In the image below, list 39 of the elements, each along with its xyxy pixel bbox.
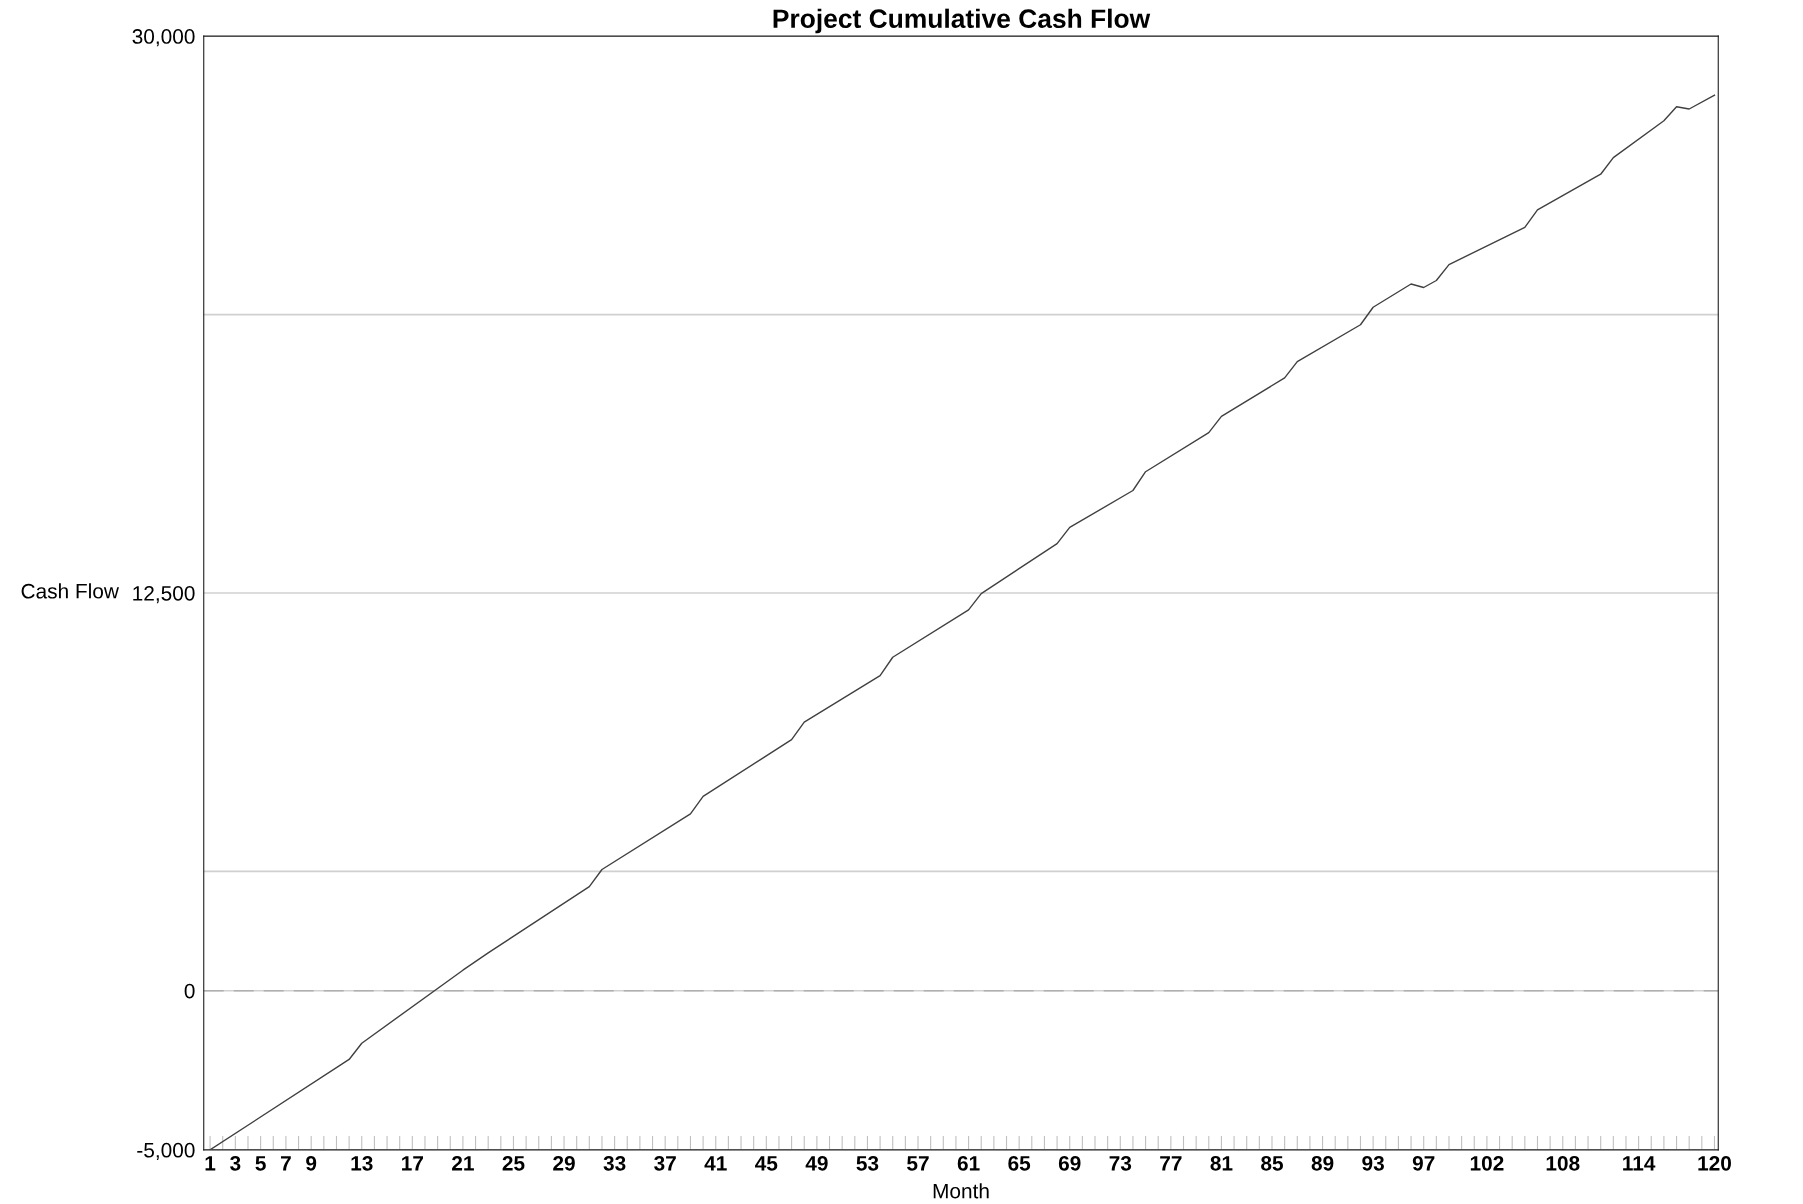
y-tick-label: 12,500 xyxy=(133,585,195,604)
x-tick-label: 5 xyxy=(255,1156,266,1171)
chart-title: Project Cumulative Cash Flow xyxy=(773,8,1151,34)
y-tick-label: 30,000 xyxy=(132,29,195,47)
x-tick-label: 25 xyxy=(502,1155,525,1171)
x-tick-label: 89 xyxy=(1311,1155,1334,1171)
x-tick-label: 41 xyxy=(704,1156,727,1171)
x-tick-label: 65 xyxy=(1008,1155,1031,1171)
x-tick-label: 85 xyxy=(1261,1155,1283,1171)
x-tick-label: 77 xyxy=(1160,1156,1182,1171)
y-axis-title: Cash Flow xyxy=(21,583,119,599)
x-tick-label: 17 xyxy=(402,1156,423,1171)
x-tick-label: 33 xyxy=(603,1155,626,1171)
line-series xyxy=(209,94,1716,1150)
x-tick-label: 102 xyxy=(1470,1155,1504,1171)
x-tick-label: 7 xyxy=(281,1156,291,1171)
x-tick-label: 53 xyxy=(856,1155,879,1171)
x-tick-label: 81 xyxy=(1210,1155,1233,1171)
x-tick-label: 1 xyxy=(205,1156,216,1171)
x-tick-label: 29 xyxy=(553,1155,575,1171)
x-tick-label: 21 xyxy=(452,1155,474,1171)
x-tick-label: 93 xyxy=(1362,1155,1384,1171)
x-tick-label: 61 xyxy=(957,1155,980,1171)
x-tick-label: 49 xyxy=(805,1155,828,1171)
x-tick-label: 97 xyxy=(1412,1155,1435,1171)
x-tick-label: 114 xyxy=(1623,1156,1656,1171)
y-tick-label: -5,000 xyxy=(137,1142,195,1161)
x-tick-label: 108 xyxy=(1546,1155,1580,1171)
x-tick-label: 45 xyxy=(755,1156,778,1171)
y-tick-label: 0 xyxy=(184,983,195,999)
x-tick-label: 73 xyxy=(1109,1155,1132,1171)
x-tick-label: 3 xyxy=(230,1155,241,1171)
x-tick-label: 9 xyxy=(306,1155,317,1171)
x-tick-label: 57 xyxy=(907,1156,929,1171)
x-tick-label: 13 xyxy=(351,1155,373,1171)
x-tick-label: 120 xyxy=(1698,1155,1731,1171)
x-tick-label: 69 xyxy=(1058,1155,1081,1171)
x-tick-label: 37 xyxy=(654,1155,676,1171)
x-axis-title: Month xyxy=(933,1183,989,1199)
